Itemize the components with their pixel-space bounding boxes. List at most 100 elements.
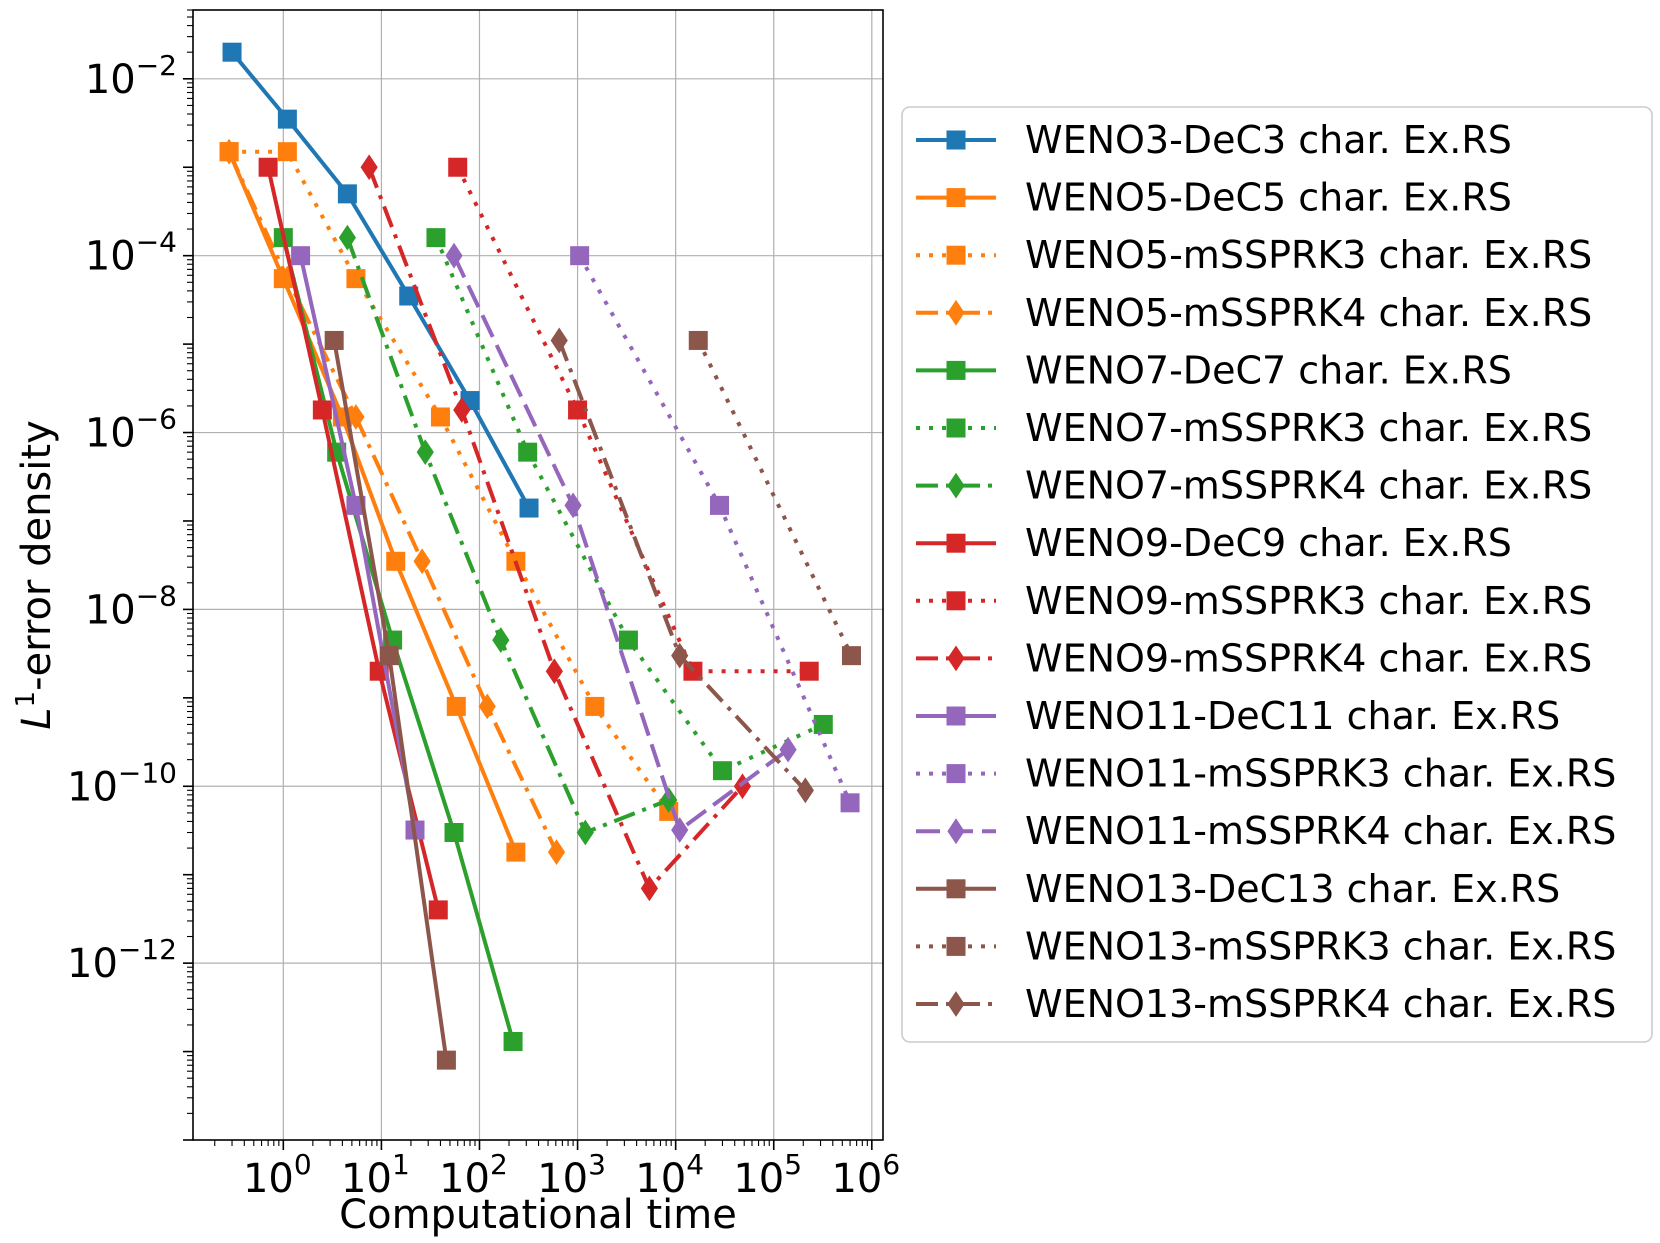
- data-point: [506, 842, 526, 862]
- legend-entry: WENO3-DeC3 char. Ex.RS: [916, 118, 1512, 162]
- data-point: [324, 330, 344, 350]
- data-point: [478, 693, 496, 720]
- legend-frame: [901, 106, 1653, 1043]
- data-point: [337, 184, 357, 204]
- data-point: [550, 327, 568, 354]
- data-point: [576, 819, 594, 846]
- data-point: [660, 787, 678, 813]
- data-point: [386, 551, 406, 571]
- legend-entry: WENO9-mSSPRK3 char. Ex.RS: [916, 579, 1592, 623]
- data-point: [618, 630, 638, 650]
- legend-entry: WENO11-mSSPRK3 char. Ex.RS: [916, 752, 1616, 796]
- data-point: [346, 269, 366, 289]
- data-point: [518, 442, 538, 462]
- data-point: [519, 498, 539, 518]
- series-1: [222, 42, 539, 518]
- data-point: [671, 817, 689, 843]
- data-point: [545, 658, 563, 685]
- legend-marker: [946, 591, 966, 611]
- x-tick-label: 104: [635, 1148, 704, 1202]
- legend-label: WENO9-mSSPRK3 char. Ex.RS: [1025, 579, 1592, 623]
- y-axis-label: L1-error density: [11, 420, 60, 730]
- legend-entry: WENO11-mSSPRK4 char. Ex.RS: [916, 809, 1616, 853]
- data-point: [712, 761, 732, 781]
- legend-marker: [946, 706, 966, 726]
- data-point: [688, 330, 708, 350]
- y-tick-label: 10−6: [85, 403, 177, 457]
- series-15: [688, 330, 861, 666]
- x-tick-label: 100: [243, 1148, 312, 1202]
- x-tick-label: 106: [831, 1148, 900, 1202]
- data-point: [492, 627, 510, 653]
- legend-marker: [947, 472, 965, 499]
- series-12: [570, 246, 860, 813]
- series-line: [227, 150, 559, 853]
- data-point: [779, 736, 797, 763]
- series-5: [273, 228, 523, 1051]
- data-point: [277, 142, 297, 162]
- legend-marker: [946, 188, 966, 208]
- plot-frame: [192, 9, 884, 1141]
- data-point: [291, 246, 311, 266]
- data-point: [258, 157, 278, 177]
- legend-label: WENO11-DeC11 char. Ex.RS: [1025, 694, 1560, 738]
- series-16: [550, 327, 814, 804]
- legend-label: WENO11-mSSPRK4 char. Ex.RS: [1025, 809, 1616, 853]
- legend-marker: [946, 360, 966, 380]
- legend-label: WENO7-DeC7 char. Ex.RS: [1025, 348, 1512, 392]
- legend-marker: [946, 533, 966, 553]
- data-point: [220, 138, 238, 165]
- legend-marker: [947, 991, 965, 1017]
- series-line: [434, 236, 825, 773]
- data-point: [710, 495, 730, 515]
- series-line: [577, 254, 852, 804]
- legend-entry: WENO7-mSSPRK4 char. Ex.RS: [916, 464, 1592, 508]
- data-point: [444, 823, 464, 843]
- data-point: [799, 661, 819, 681]
- legend-marker: [946, 936, 966, 956]
- data-point: [277, 109, 297, 129]
- data-point: [222, 42, 242, 62]
- data-point: [379, 646, 399, 666]
- data-point: [547, 839, 566, 866]
- data-point: [428, 900, 448, 920]
- x-tick-label: 101: [341, 1148, 410, 1202]
- legend: WENO3-DeC3 char. Ex.RS WENO5-DeC5 char. E…: [901, 106, 1653, 1043]
- data-point: [503, 1031, 523, 1051]
- legend-label: WENO7-mSSPRK4 char. Ex.RS: [1025, 464, 1592, 508]
- series-14: [324, 330, 456, 1070]
- data-point: [445, 242, 463, 269]
- series-layer: [219, 42, 861, 1070]
- series-line: [455, 166, 810, 674]
- data-point: [453, 397, 471, 423]
- data-point: [347, 404, 365, 430]
- legend-label: WENO5-DeC5 char. Ex.RS: [1025, 176, 1512, 220]
- series-line: [227, 150, 518, 853]
- legend-marker: [946, 418, 966, 438]
- series-line: [298, 255, 417, 831]
- y-tick-label: 10−10: [67, 756, 177, 810]
- data-point: [564, 492, 582, 519]
- series-line: [557, 339, 807, 792]
- data-point: [338, 224, 356, 251]
- legend-marker: [947, 645, 965, 672]
- legend-label: WENO7-mSSPRK3 char. Ex.RS: [1025, 406, 1592, 450]
- data-point: [796, 777, 814, 804]
- data-point: [360, 154, 378, 181]
- legend-entry: WENO5-mSSPRK3 char. Ex.RS: [916, 233, 1592, 277]
- data-point: [671, 642, 689, 669]
- data-point: [436, 1050, 456, 1070]
- legend-entry: WENO13-mSSPRK3 char. Ex.RS: [916, 924, 1616, 968]
- legend-label: WENO13-DeC13 char. Ex.RS: [1025, 867, 1560, 911]
- legend-label: WENO13-mSSPRK3 char. Ex.RS: [1025, 924, 1616, 968]
- legend-entry: WENO13-DeC13 char. Ex.RS: [916, 867, 1560, 911]
- legend-label: WENO9-DeC9 char. Ex.RS: [1025, 521, 1512, 565]
- data-point: [448, 157, 468, 177]
- legend-entry: WENO9-mSSPRK4 char. Ex.RS: [916, 636, 1592, 680]
- legend-entry: WENO7-mSSPRK3 char. Ex.RS: [916, 406, 1592, 450]
- legend-label: WENO3-DeC3 char. Ex.RS: [1025, 118, 1512, 162]
- series-10: [360, 154, 752, 902]
- grid: [193, 10, 883, 1140]
- legend-entry: WENO11-DeC11 char. Ex.RS: [916, 694, 1560, 738]
